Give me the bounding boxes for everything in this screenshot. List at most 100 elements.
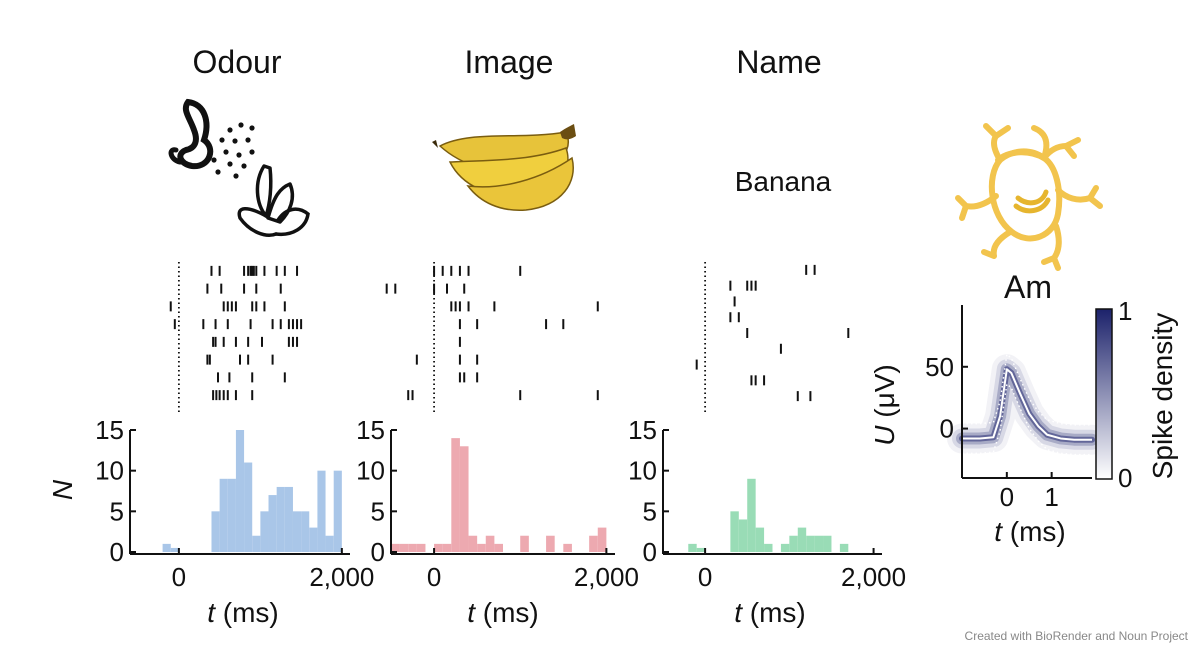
waveform-ylabel-unit: (μV) [869,364,900,425]
waveform-ylabel: U (μV) [869,364,900,445]
odour-title: Odour [193,44,282,80]
name-histogram-bar [738,519,748,552]
odour-ytick-label: 5 [110,496,124,526]
waveform-ytick-label: 0 [940,414,954,444]
name-title: Name [736,44,821,80]
odour-histogram-bar [268,495,277,552]
odour-histogram-bar [292,511,302,552]
image-histogram-bar [494,543,503,552]
image-raster [385,262,599,412]
waveform-xlabel-unit: (ms) [1002,516,1066,547]
name-histogram-bar [797,527,807,552]
name-ytick-label: 5 [643,496,657,526]
name-xlabel: t (ms) [734,597,806,628]
odour-xlabel-unit: (ms) [215,597,279,628]
nose-sniffing-banana-icon [168,98,310,237]
image-histogram-bar [589,535,598,552]
name-xtick-label: 0 [698,562,712,592]
odour-histogram-bar [317,470,326,552]
name-histogram-bar [730,511,739,552]
odour-xlabel: t (ms) [207,597,279,628]
image-histogram-bar [434,543,443,552]
odour-histogram-bar [260,511,269,552]
banana-bunch-icon [432,124,576,211]
name-xlabel-unit: (ms) [742,597,806,628]
odour-histogram-bar [227,478,236,552]
image-histogram-bar [563,543,572,552]
waveform-xlabel-var: t [994,516,1003,547]
waveform-title: Am [1004,269,1052,305]
neuron-with-banana-icon [955,123,1103,271]
name-ytick-label: 0 [643,537,657,567]
name-ytick-label: 10 [628,456,657,486]
odour-histogram-bar [211,511,220,552]
image-histogram-bar [459,446,469,552]
colorbar-max-label: 1 [1118,296,1132,326]
name-histogram-bar [789,535,798,552]
odour-histogram-bar [284,486,293,552]
image-ytick-label: 10 [356,456,385,486]
odour-ylabel: N [47,479,78,500]
colorbar-min-label: 0 [1118,463,1132,493]
odour-ytick-label: 15 [95,415,124,445]
odour-xlabel-var: t [207,597,216,628]
waveform-xlabel: t (ms) [994,516,1066,547]
name-histogram-bar [839,543,849,552]
waveform-ytick-label: 50 [925,352,954,382]
name-histogram-bar [764,543,773,552]
name-histogram-bar [806,535,815,552]
image-histogram-bar [391,543,400,552]
image-histogram-bar [442,543,452,552]
odour-ytick-label: 10 [95,456,124,486]
name-histogram-bar [696,547,706,552]
odour-xtick-label: 0 [172,562,186,592]
image-xtick-label: 0 [427,562,441,592]
waveform-xtick-label: 1 [1044,482,1058,512]
waveform-mean-line [962,368,1092,441]
odour-histogram-bar [309,527,318,552]
image-histogram-bar [468,535,478,552]
name-histogram-bar [814,535,824,552]
image-histogram-bar [520,535,529,552]
waveform-xtick-label: 0 [1000,482,1014,512]
name-raster [695,262,850,412]
odour-histogram-bar [235,430,245,552]
image-xtick-label: 2,000 [574,562,639,592]
name-histogram-bar [755,527,765,552]
name-histogram-bar [780,543,790,552]
image-ytick-label: 15 [356,415,385,445]
image-histogram-bar [451,438,460,552]
image-histogram-bar [546,535,555,552]
image-ytick-label: 0 [371,537,385,567]
odour-raster [169,262,303,412]
name-histogram: 0 5 10 15 0 2,000 [628,415,906,592]
odour-histogram-bar [252,535,261,552]
name-histogram-bar [747,478,756,552]
image-histogram-bar [485,535,495,552]
image-xlabel: t (ms) [467,597,539,628]
colorbar [1095,308,1113,480]
image-histogram-bar [399,543,409,552]
image-xlabel-var: t [467,597,476,628]
image-histogram-bar [477,543,486,552]
credit-text: Created with BioRender and Noun Project [965,629,1189,643]
odour-histogram-bar [276,486,285,552]
stimulus-word: Banana [735,166,832,197]
image-histogram: 0 5 10 15 0 2,000 [356,415,639,592]
name-xlabel-var: t [734,597,743,628]
odour-histogram-bar [325,535,334,552]
odour-xtick-label: 2,000 [309,562,374,592]
image-title: Image [465,44,554,80]
name-histogram-bar [823,535,832,552]
waveform-ylabel-var: U [869,425,900,446]
image-histogram-bar [408,543,417,552]
image-histogram-bar [416,543,426,552]
image-xlabel-unit: (ms) [475,597,539,628]
name-histogram-bar [688,543,697,552]
odour-histogram-bar [301,511,310,552]
odour-ytick-label: 0 [110,537,124,567]
odour-histogram: 0 5 10 15 0 2,000 [95,415,374,592]
odour-histogram-bar [219,478,228,552]
